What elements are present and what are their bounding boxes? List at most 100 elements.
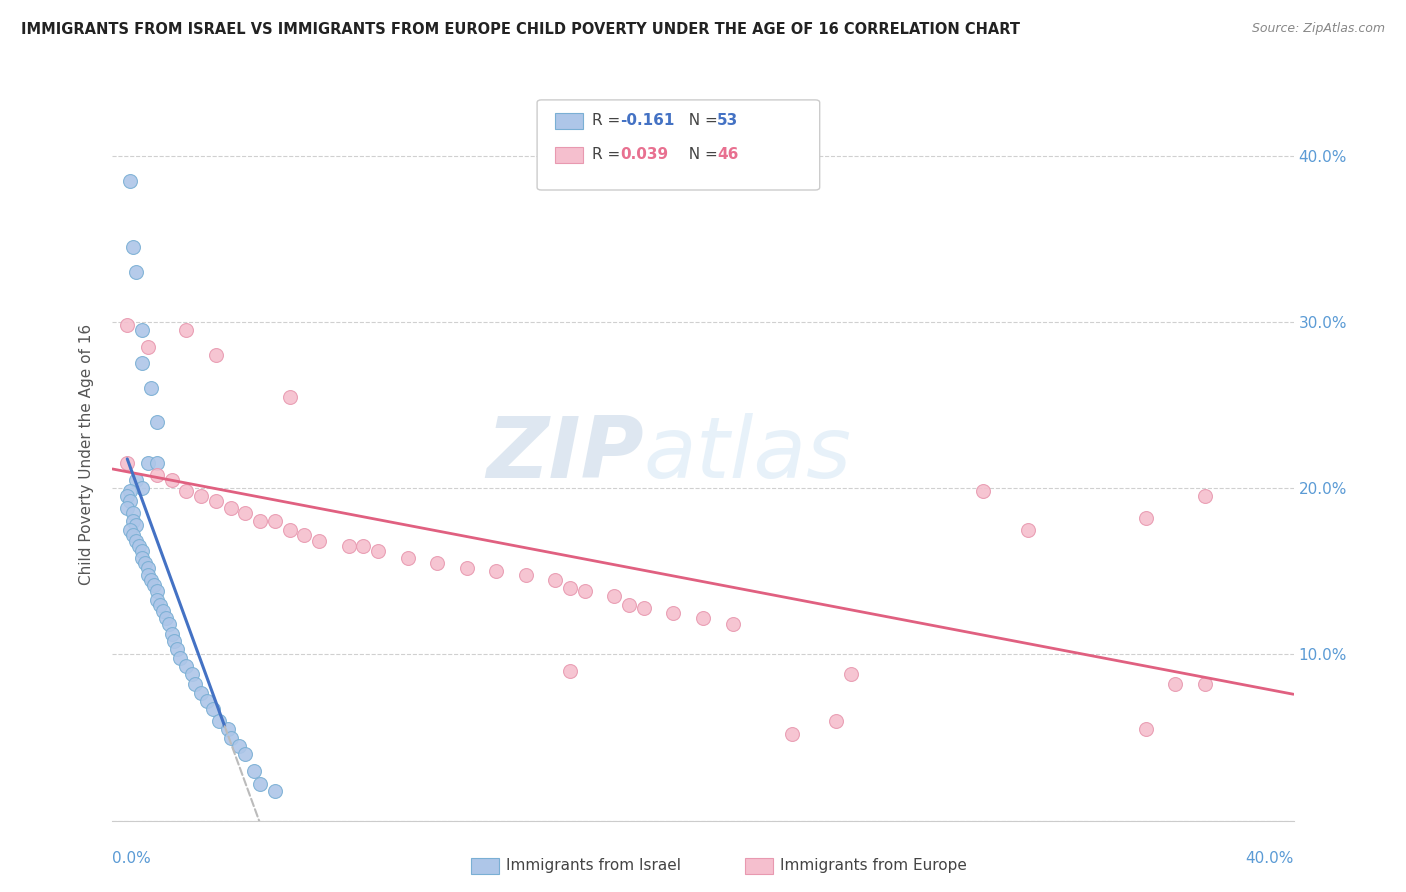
Point [157,617,180,632]
Point [249,777,271,791]
Point [155,611,177,625]
Point [233,747,256,761]
Point [163,634,186,648]
Point [219,731,242,745]
Point [174,659,197,673]
Text: atlas: atlas [644,413,852,497]
Point [219,501,242,516]
Point [136,561,159,575]
Point [166,642,188,657]
Point [264,783,287,797]
Text: 0.039: 0.039 [620,147,668,161]
Point [131,323,153,337]
Point [169,650,191,665]
Point [131,356,153,370]
Point [205,348,228,362]
Point [149,598,172,612]
Point [485,564,508,578]
Point [131,544,153,558]
Point [160,627,183,641]
Point [181,667,204,681]
Point [249,515,271,529]
Point [134,556,156,570]
Point [131,481,153,495]
Point [780,727,803,741]
Text: Immigrants from Israel: Immigrants from Israel [506,858,681,872]
Point [128,539,150,553]
Point [1135,723,1157,737]
Point [367,544,389,558]
Point [662,606,685,620]
Point [142,577,165,591]
Text: 46: 46 [717,147,738,161]
Point [228,739,250,753]
Point [120,523,142,537]
Point [120,494,142,508]
Point [264,515,287,529]
Point [160,473,183,487]
Point [337,539,360,553]
Point [125,517,148,532]
Text: ZIP: ZIP [486,413,644,497]
Point [131,551,153,566]
Text: 40.0%: 40.0% [1246,851,1294,866]
Text: Source: ZipAtlas.com: Source: ZipAtlas.com [1251,22,1385,36]
Text: IMMIGRANTS FROM ISRAEL VS IMMIGRANTS FROM EUROPE CHILD POVERTY UNDER THE AGE OF : IMMIGRANTS FROM ISRAEL VS IMMIGRANTS FRO… [21,22,1021,37]
Point [139,573,162,587]
Point [515,567,537,582]
Point [122,506,145,520]
Point [208,714,231,728]
Text: 0.0%: 0.0% [112,851,152,866]
Point [558,581,582,595]
Point [146,584,169,599]
Point [146,415,169,429]
Point [125,534,148,549]
Point [217,723,239,737]
Point [117,490,138,504]
Text: R =: R = [592,113,626,128]
Point [721,617,744,632]
Text: R =: R = [592,147,626,161]
Point [1164,677,1187,691]
Point [146,456,169,470]
Point [125,265,148,279]
Text: N =: N = [679,113,723,128]
Text: N =: N = [679,147,723,161]
Point [352,539,374,553]
Point [117,456,138,470]
Point [117,501,138,516]
Point [195,694,218,708]
Point [243,764,266,778]
Point [146,467,169,482]
Point [692,611,714,625]
Point [544,573,567,587]
Point [184,677,207,691]
Text: Immigrants from Europe: Immigrants from Europe [780,858,967,872]
Point [190,490,212,504]
Point [152,604,174,618]
Point [278,390,301,404]
Point [120,173,142,187]
Point [1017,523,1039,537]
Point [1194,490,1216,504]
Point [139,381,162,395]
Point [1135,511,1157,525]
Point [122,527,145,541]
Point [1194,677,1216,691]
Point [117,318,138,333]
Point [190,685,212,699]
Text: -0.161: -0.161 [620,113,675,128]
Point [558,664,582,678]
Point [146,592,169,607]
Point [824,714,846,728]
Point [120,484,142,499]
Y-axis label: Child Poverty Under the Age of 16: Child Poverty Under the Age of 16 [79,325,94,585]
Point [174,323,197,337]
Point [136,456,159,470]
Point [574,584,596,599]
Point [292,527,315,541]
Point [426,556,449,570]
Point [233,506,256,520]
Point [174,484,197,499]
Point [136,340,159,354]
